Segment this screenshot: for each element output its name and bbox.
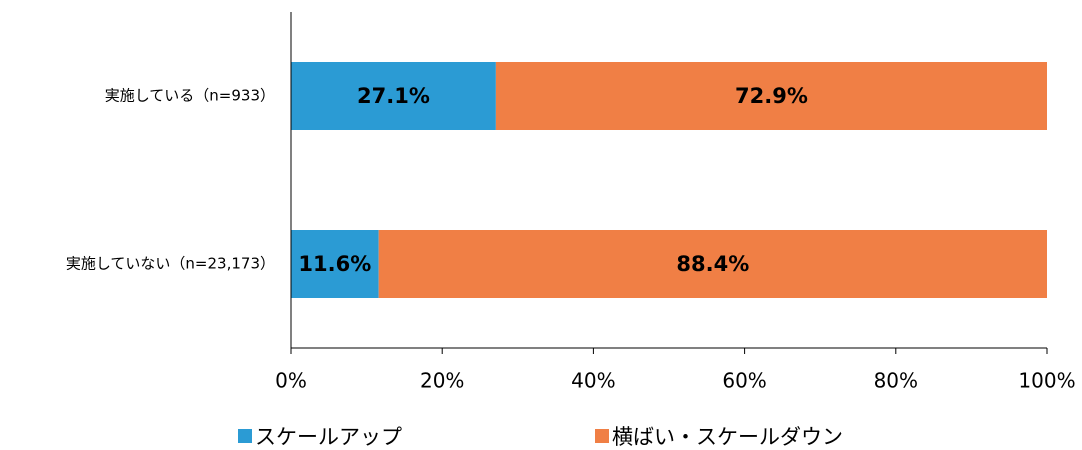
category-label: 実施している（n=933） [105,87,275,105]
legend-label: 横ばい・スケールダウン [612,425,843,449]
bar-segment [378,230,1047,298]
x-tick-label: 20% [420,369,464,393]
legend-label: スケールアップ [255,425,402,449]
value-label: 72.9% [735,84,808,108]
legend-swatch [238,429,252,443]
value-label: 27.1% [357,84,430,108]
x-tick-label: 100% [1018,369,1075,393]
x-tick-label: 60% [722,369,766,393]
bar-segment [495,62,1048,130]
category-label: 実施していない（n=23,173） [66,255,275,273]
legend-swatch [595,429,609,443]
x-tick-label: 80% [874,369,918,393]
bar-segment [291,230,379,298]
x-tick-label: 0% [275,369,307,393]
value-label: 88.4% [676,252,749,276]
value-label: 11.6% [298,252,371,276]
x-tick-label: 40% [571,369,615,393]
bar-segment [291,62,496,130]
